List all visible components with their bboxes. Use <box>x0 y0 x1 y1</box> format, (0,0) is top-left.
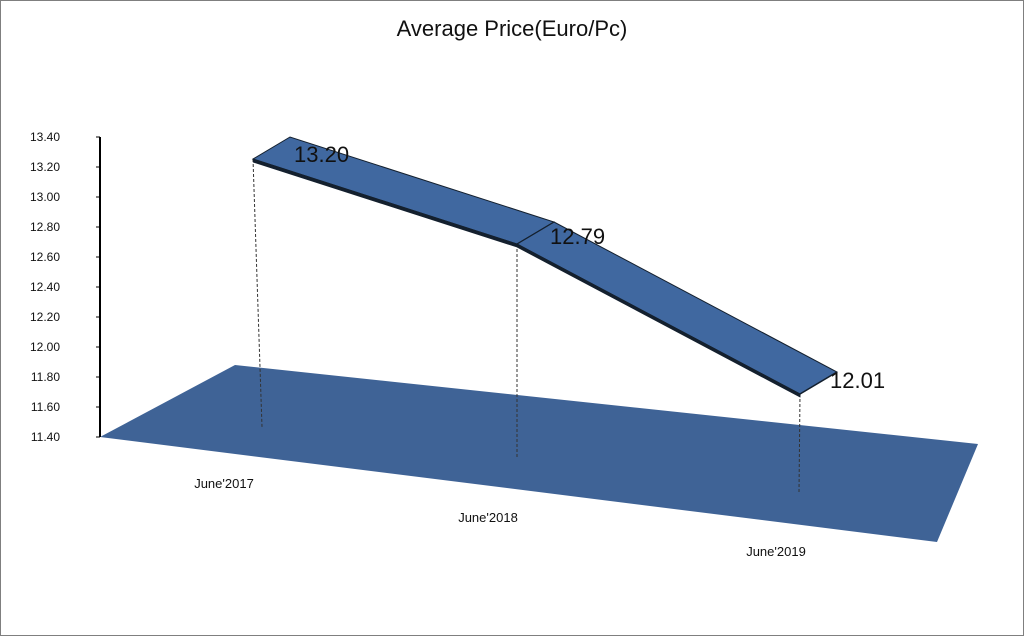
ribbon-edge-2 <box>516 243 801 398</box>
y-tick-label-3: 12.00 <box>30 340 60 354</box>
ribbon-joint <box>516 221 555 245</box>
series-ribbon <box>251 136 839 398</box>
data-label-2: 12.79 <box>550 224 605 249</box>
x-axis-categories: June'2017 June'2018 June'2019 <box>194 476 806 559</box>
y-tick-label-4: 12.20 <box>30 310 60 324</box>
chart-title: Average Price(Euro/Pc) <box>396 16 628 41</box>
y-tick-label-7: 12.80 <box>30 220 60 234</box>
y-tick-label-1: 11.60 <box>31 400 60 414</box>
y-tick-label-10: 13.40 <box>30 130 60 144</box>
y-tick-label-6: 12.60 <box>30 250 60 264</box>
data-labels: 13.20 12.79 12.01 <box>294 142 885 393</box>
y-tick-label-0: 11.40 <box>31 430 60 444</box>
chart-floor <box>100 365 978 542</box>
ribbon-end-cap <box>799 371 838 395</box>
y-tick-label-8: 13.00 <box>30 190 60 204</box>
y-tick-label-5: 12.40 <box>30 280 60 294</box>
drop-lines <box>252 158 801 493</box>
y-tick-label-2: 11.80 <box>31 370 60 384</box>
x-category-label-2: June'2018 <box>458 510 518 525</box>
data-label-3: 12.01 <box>830 368 885 393</box>
x-category-label-3: June'2019 <box>746 544 806 559</box>
drop-line-3 <box>798 393 801 493</box>
x-category-label-1: June'2017 <box>194 476 254 491</box>
data-label-1: 13.20 <box>294 142 349 167</box>
y-axis-ticks: 11.40 11.60 11.80 12.00 12.20 12.40 12.60 12.80… <box>30 130 100 444</box>
y-tick-label-9: 13.20 <box>30 160 60 174</box>
